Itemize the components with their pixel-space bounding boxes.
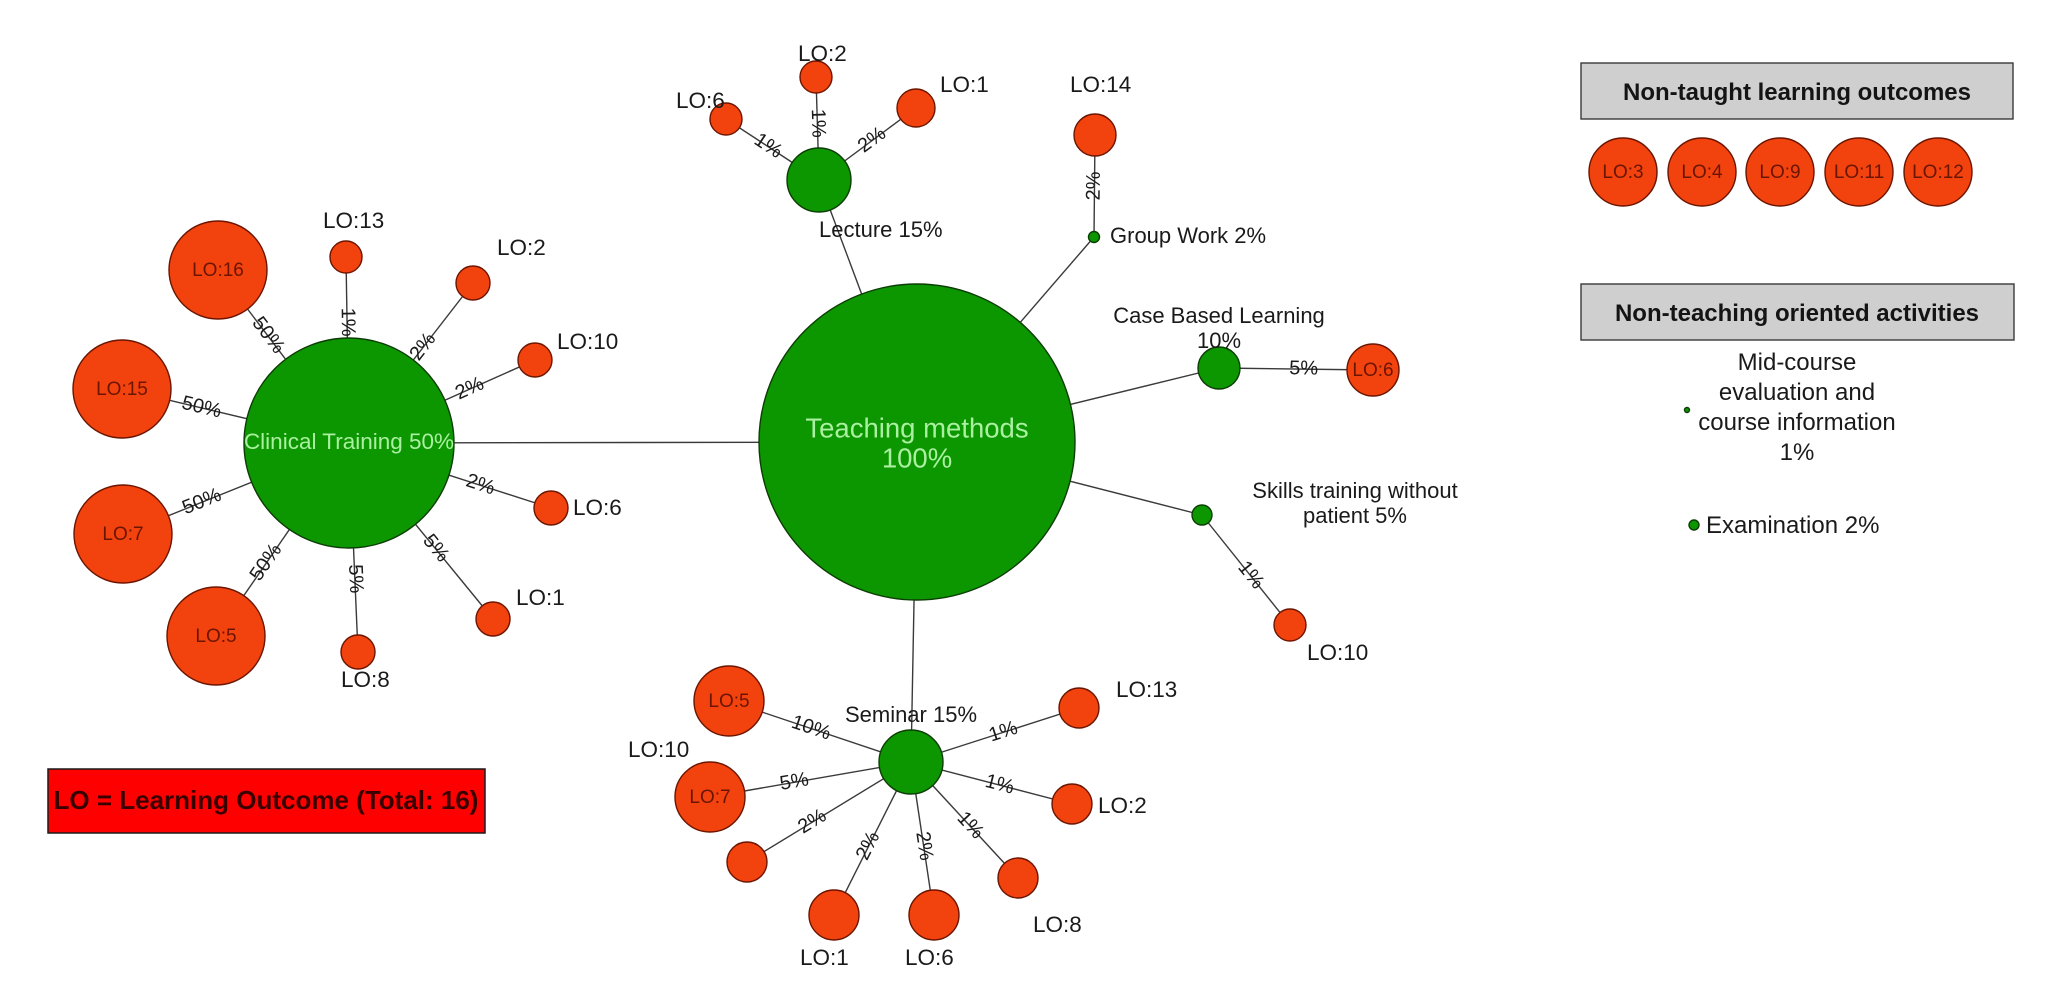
svg-text:1%: 1% [807,109,830,139]
svg-text:LO:3: LO:3 [1602,162,1643,183]
svg-text:2%: 2% [794,804,830,838]
svg-text:Mid-course: Mid-course [1738,349,1857,376]
svg-text:LO:2: LO:2 [1098,793,1147,818]
svg-text:LO:7: LO:7 [689,787,730,808]
svg-text:LO:5: LO:5 [195,626,236,647]
svg-text:1%: 1% [986,717,1020,747]
svg-text:1%: 1% [983,770,1017,799]
svg-text:5%: 5% [344,564,367,594]
svg-text:LO:11: LO:11 [1834,162,1884,183]
svg-text:LO:6: LO:6 [573,495,622,520]
svg-text:LO:6: LO:6 [905,945,954,970]
svg-text:1%: 1% [337,307,359,336]
svg-text:10%: 10% [1197,328,1241,353]
svg-text:2%: 2% [854,122,890,157]
svg-text:5%: 5% [1289,357,1318,379]
svg-text:2%: 2% [463,470,497,500]
svg-text:2%: 2% [852,828,885,864]
svg-text:100%: 100% [882,442,952,473]
svg-text:evaluation and: evaluation and [1719,379,1875,406]
svg-text:LO:4: LO:4 [1681,162,1723,183]
svg-text:LO:2: LO:2 [497,235,546,260]
svg-text:2%: 2% [1083,171,1105,200]
svg-text:LO:9: LO:9 [1759,162,1800,183]
svg-text:1%: 1% [1780,439,1815,466]
svg-text:Case Based Learning: Case Based Learning [1113,303,1325,328]
svg-text:Lecture 15%: Lecture 15% [819,217,943,242]
svg-text:LO:14: LO:14 [1070,72,1131,97]
svg-text:LO:10: LO:10 [557,329,618,354]
svg-text:patient 5%: patient 5% [1303,503,1407,528]
svg-text:Skills training without: Skills training without [1252,478,1457,503]
svg-text:LO:13: LO:13 [1116,677,1177,702]
svg-text:10%: 10% [789,711,834,745]
svg-text:LO = Learning Outcome (Total:: LO = Learning Outcome (Total: 16) [54,785,479,815]
svg-text:1%: 1% [1233,557,1268,593]
svg-text:LO:7: LO:7 [102,524,143,545]
svg-text:LO:2: LO:2 [798,41,847,66]
svg-text:50%: 50% [179,484,225,519]
svg-text:Examination 2%: Examination 2% [1706,512,1879,539]
svg-text:LO:10: LO:10 [628,737,689,762]
svg-text:50%: 50% [245,539,286,585]
svg-text:Group Work 2%: Group Work 2% [1110,223,1266,248]
svg-text:LO:12: LO:12 [1912,162,1964,183]
svg-text:course information: course information [1698,409,1895,436]
svg-text:50%: 50% [248,313,290,358]
svg-text:LO:1: LO:1 [516,585,565,610]
svg-text:LO:6: LO:6 [676,88,725,113]
svg-text:LO:8: LO:8 [341,667,390,692]
svg-text:LO:1: LO:1 [800,945,849,970]
svg-text:5%: 5% [778,768,810,795]
svg-text:Non-teaching oriented activiti: Non-teaching oriented activities [1615,300,1979,327]
svg-text:5%: 5% [418,530,453,566]
svg-text:Seminar 15%: Seminar 15% [845,702,977,727]
svg-text:2%: 2% [911,830,937,862]
svg-text:Teaching methods: Teaching methods [805,412,1028,443]
svg-text:LO:1: LO:1 [940,72,989,97]
svg-text:LO:15: LO:15 [96,379,148,400]
svg-text:LO:8: LO:8 [1033,912,1082,937]
svg-text:LO:13: LO:13 [323,208,384,233]
svg-text:1%: 1% [750,129,786,163]
svg-text:LO:10: LO:10 [1307,640,1368,665]
svg-text:Clinical Training 50%: Clinical Training 50% [244,429,454,454]
svg-text:2%: 2% [452,372,488,404]
svg-text:LO:6: LO:6 [1352,360,1393,381]
svg-text:LO:16: LO:16 [192,260,244,281]
svg-text:LO:5: LO:5 [708,691,749,712]
svg-text:50%: 50% [180,392,224,423]
svg-text:Non-taught learning outcomes: Non-taught learning outcomes [1623,79,1971,106]
